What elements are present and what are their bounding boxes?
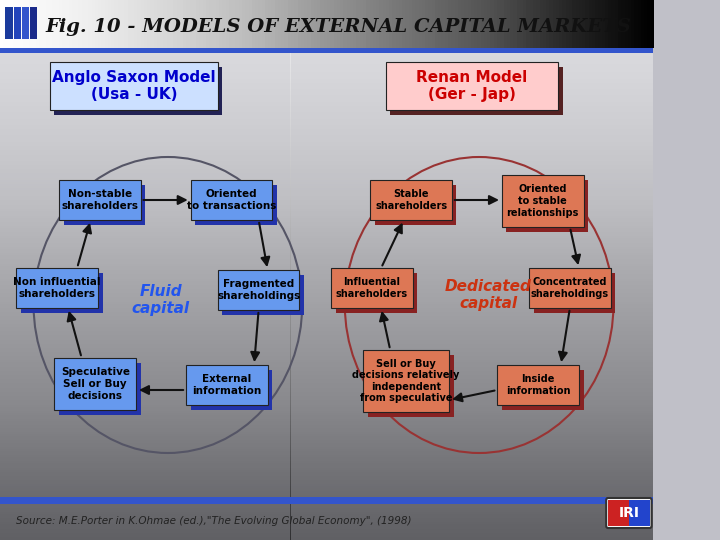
Text: Sell or Buy
decisions relatively
independent
from speculative: Sell or Buy decisions relatively indepen… [352, 359, 460, 403]
Text: Influential
shareholders: Influential shareholders [336, 277, 408, 299]
Text: Concentrated
shareholdings: Concentrated shareholdings [531, 277, 609, 299]
FancyBboxPatch shape [629, 500, 649, 526]
FancyBboxPatch shape [22, 7, 29, 39]
Text: Non influential
shareholders: Non influential shareholders [14, 277, 101, 299]
FancyBboxPatch shape [386, 62, 558, 110]
Text: Fig. 10 - MODELS OF EXTERNAL CAPITAL MARKETS: Fig. 10 - MODELS OF EXTERNAL CAPITAL MAR… [45, 18, 631, 36]
Text: IRI: IRI [618, 506, 639, 520]
FancyBboxPatch shape [55, 67, 222, 115]
FancyBboxPatch shape [363, 350, 449, 412]
FancyBboxPatch shape [534, 273, 616, 313]
FancyBboxPatch shape [336, 273, 418, 313]
Text: Fluid
capital: Fluid capital [132, 284, 189, 316]
FancyBboxPatch shape [0, 497, 653, 504]
FancyBboxPatch shape [217, 270, 300, 310]
FancyBboxPatch shape [502, 175, 583, 227]
FancyBboxPatch shape [370, 180, 452, 220]
FancyBboxPatch shape [608, 500, 629, 526]
FancyBboxPatch shape [55, 358, 136, 410]
FancyBboxPatch shape [367, 355, 454, 417]
FancyBboxPatch shape [390, 67, 562, 115]
Text: Anglo Saxon Model
(Usa - UK): Anglo Saxon Model (Usa - UK) [52, 70, 216, 102]
FancyBboxPatch shape [502, 370, 583, 410]
Text: Oriented
to transactions: Oriented to transactions [186, 189, 276, 211]
Text: Fragmented
shareholdings: Fragmented shareholdings [217, 279, 300, 301]
FancyBboxPatch shape [17, 268, 98, 308]
FancyBboxPatch shape [529, 268, 611, 308]
FancyBboxPatch shape [6, 7, 13, 39]
Text: Non-stable
shareholders: Non-stable shareholders [61, 189, 138, 211]
Text: Dedicated
capital: Dedicated capital [445, 279, 531, 311]
FancyBboxPatch shape [21, 273, 102, 313]
FancyBboxPatch shape [191, 370, 272, 410]
Text: Oriented
to stable
relationships: Oriented to stable relationships [506, 184, 579, 218]
Text: Speculative
Sell or Buy
decisions: Speculative Sell or Buy decisions [60, 367, 130, 401]
Text: Stable
shareholders: Stable shareholders [375, 189, 447, 211]
Text: Renan Model
(Ger - Jap): Renan Model (Ger - Jap) [416, 70, 528, 102]
FancyBboxPatch shape [191, 180, 272, 220]
FancyBboxPatch shape [186, 365, 268, 405]
FancyBboxPatch shape [59, 363, 140, 415]
FancyBboxPatch shape [59, 180, 140, 220]
FancyBboxPatch shape [375, 185, 456, 225]
FancyBboxPatch shape [498, 365, 579, 405]
Text: Inside
information: Inside information [506, 374, 570, 396]
FancyBboxPatch shape [50, 62, 217, 110]
FancyBboxPatch shape [63, 185, 145, 225]
FancyBboxPatch shape [506, 180, 588, 232]
FancyBboxPatch shape [606, 498, 652, 528]
Text: Source: M.E.Porter in K.Ohmae (ed.),"The Evolving Global Economy", (1998): Source: M.E.Porter in K.Ohmae (ed.),"The… [17, 516, 412, 526]
FancyBboxPatch shape [14, 7, 21, 39]
FancyBboxPatch shape [0, 48, 653, 53]
FancyBboxPatch shape [222, 275, 304, 315]
FancyBboxPatch shape [195, 185, 276, 225]
FancyBboxPatch shape [331, 268, 413, 308]
FancyBboxPatch shape [30, 7, 37, 39]
Text: External
information: External information [192, 374, 261, 396]
